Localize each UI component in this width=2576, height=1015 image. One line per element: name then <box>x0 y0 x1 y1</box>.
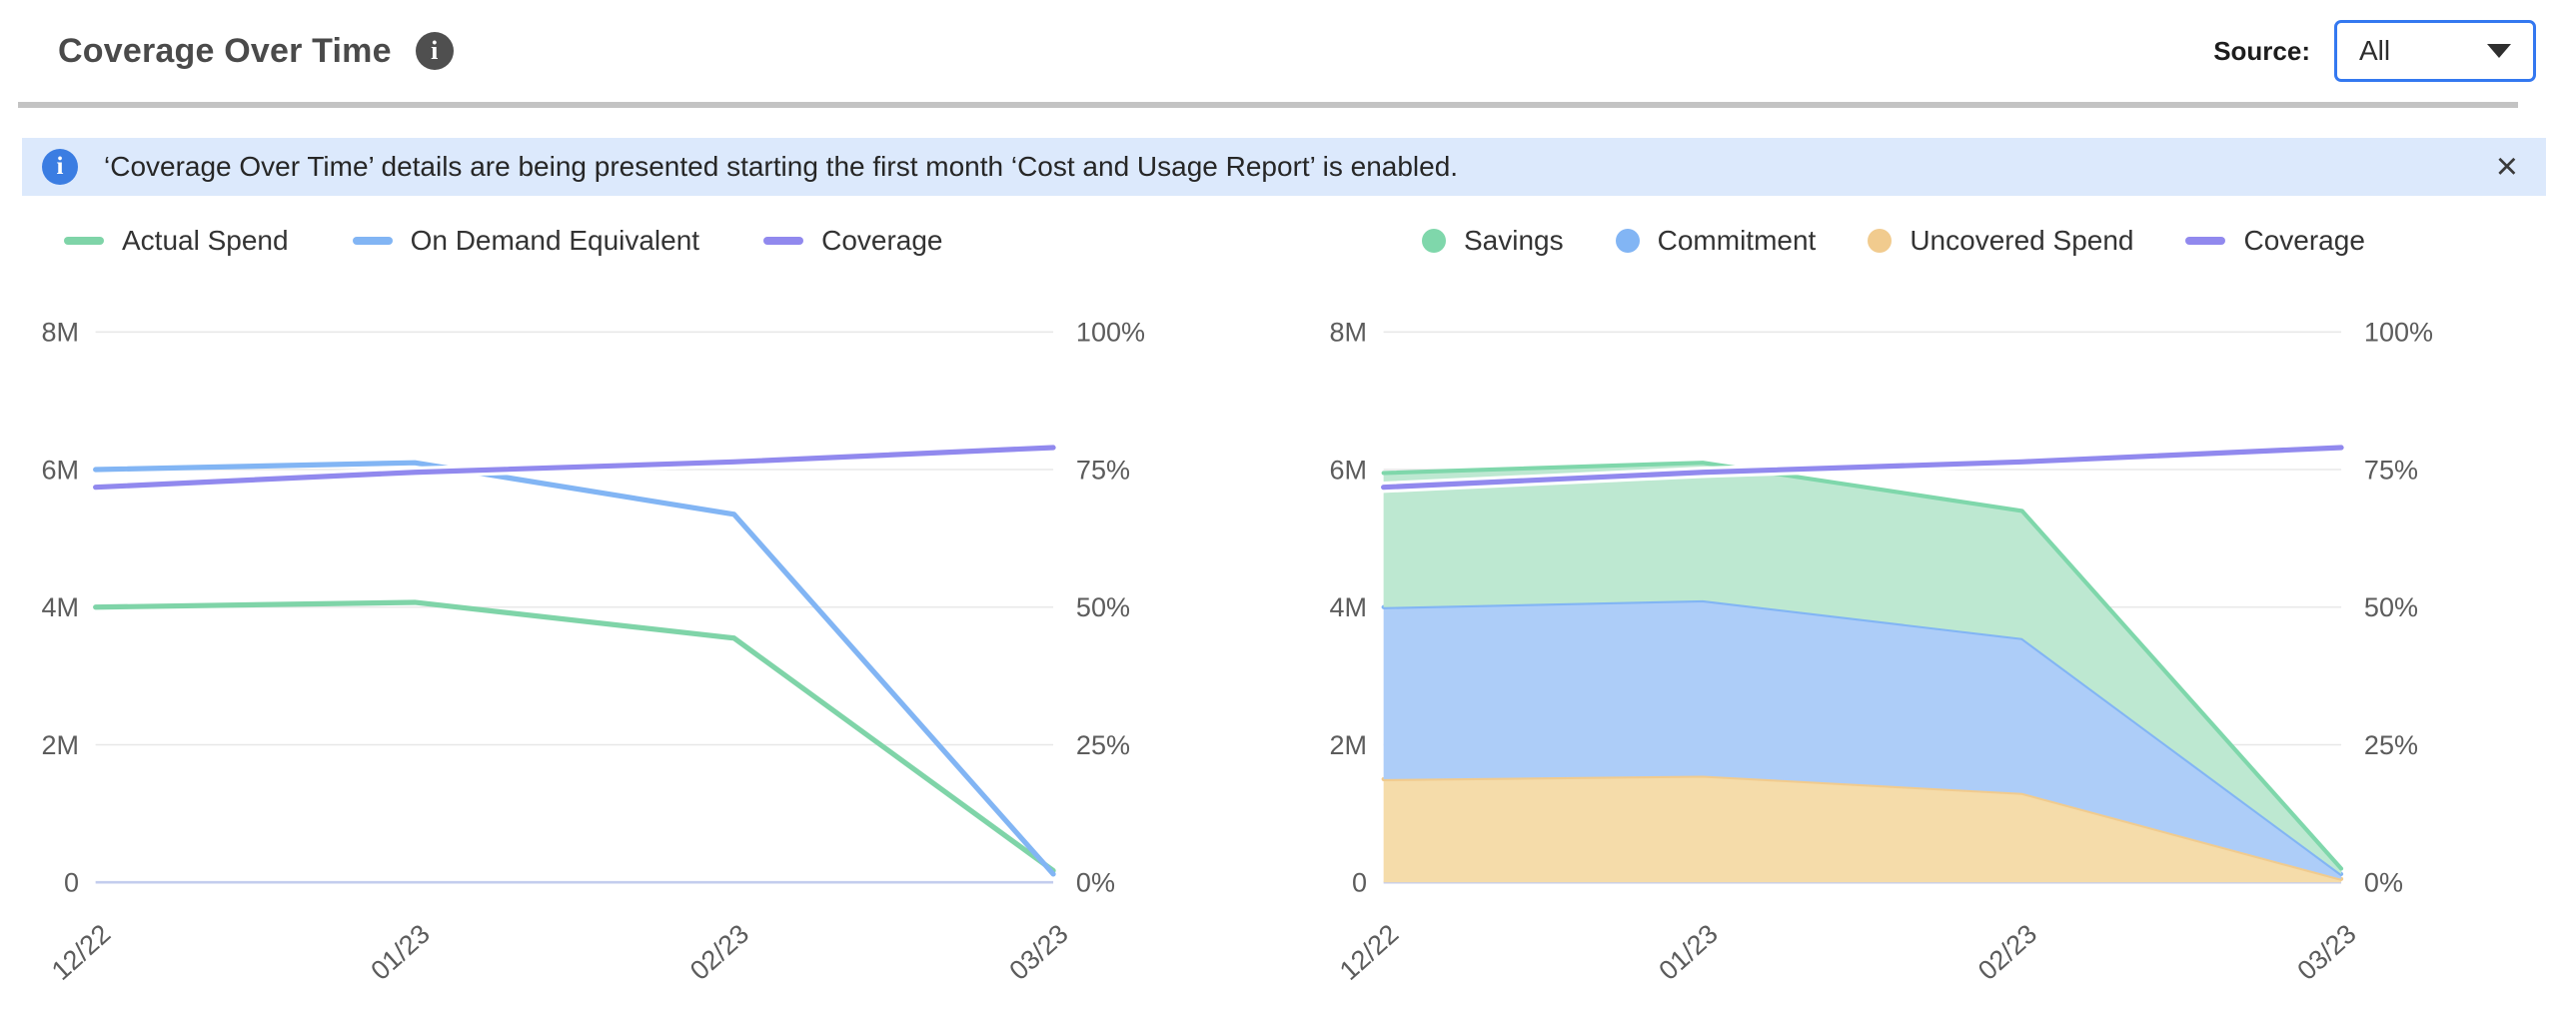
page-title: Coverage Over Time <box>58 31 392 70</box>
coverage-area-chart: Savings Commitment Uncovered Spend Coverage… <box>1288 210 2576 1005</box>
divider <box>18 102 2518 108</box>
legend-item-coverage[interactable]: Coverage <box>2185 225 2365 257</box>
legend-label: Coverage <box>2243 225 2365 256</box>
legend-label: On Demand Equivalent <box>410 225 700 256</box>
legend-item-on-demand-equivalent[interactable]: On Demand Equivalent <box>352 225 700 257</box>
savings-area-edge <box>1381 461 2344 871</box>
uncovered-spend-legend-marker <box>1868 229 1893 253</box>
actual-spend-legend-marker <box>64 237 104 245</box>
coverage-legend-marker <box>763 237 804 245</box>
x-axis-label: 12/22 <box>46 918 116 986</box>
close-icon[interactable]: × <box>2495 146 2518 188</box>
banner-info-icon: i <box>42 149 78 185</box>
chevron-down-icon <box>2487 44 2511 58</box>
y-axis-left-label: 6M <box>41 455 79 485</box>
y-axis-left-label: 8M <box>1329 318 1367 348</box>
banner-text: ‘Coverage Over Time’ details are being p… <box>104 151 1459 182</box>
legend-item-savings[interactable]: Savings <box>1422 225 1564 257</box>
savings-legend-marker <box>1422 229 1446 253</box>
y-axis-right-label: 50% <box>2364 592 2418 622</box>
y-axis-left-label: 0 <box>64 868 79 898</box>
y-axis-right-label: 100% <box>1076 318 1145 348</box>
uncovered-spend-area <box>1383 775 2342 883</box>
info-icon[interactable]: i <box>415 32 454 70</box>
legend-item-commitment[interactable]: Commitment <box>1615 225 1817 257</box>
y-axis-left-label: 6M <box>1329 455 1367 485</box>
x-axis-label: 03/23 <box>2291 918 2361 986</box>
x-axis-label: 02/23 <box>1972 918 2042 986</box>
actual-spend-line <box>93 599 1056 874</box>
y-axis-right-label: 25% <box>1076 730 1130 760</box>
legend-item-coverage[interactable]: Coverage <box>763 225 943 257</box>
spend-line-chart: Actual Spend On Demand Equivalent Coverage… <box>0 210 1288 1005</box>
y-axis-right-label: 0% <box>2364 868 2403 898</box>
coverage-line <box>93 445 1056 491</box>
x-axis-label: 02/23 <box>684 918 754 986</box>
coverage-legend-marker <box>2185 237 2226 245</box>
legend-label: Actual Spend <box>122 225 289 256</box>
source-dropdown[interactable]: All <box>2334 20 2536 82</box>
panel-header: Coverage Over Time i Source: All <box>0 0 2576 102</box>
savings-area <box>1383 463 2342 874</box>
right-chart-svg: 8M 100% 6M 75% 4M 50% 2M 25% 0 0% 12/22 01/23 02/23 0… <box>1329 318 2433 986</box>
y-axis-right-label: 25% <box>2364 730 2418 760</box>
on-demand-equivalent-line <box>93 460 1056 877</box>
y-axis-left-label: 0 <box>1352 868 1367 898</box>
commitment-area <box>1383 599 2342 879</box>
x-axis-label: 01/23 <box>1653 918 1723 986</box>
y-axis-left-label: 2M <box>41 730 79 760</box>
uncovered-spend-area-edge <box>1381 773 2344 881</box>
legend-label: Coverage <box>821 225 943 256</box>
legend-label: Savings <box>1464 225 1564 256</box>
legend-label: Commitment <box>1657 225 1817 256</box>
x-axis-label: 03/23 <box>1003 918 1073 986</box>
legend-label: Uncovered Spend <box>1910 225 2134 256</box>
coverage-line <box>1381 445 2344 491</box>
charts-row: Actual Spend On Demand Equivalent Coverage… <box>0 210 2576 1005</box>
right-chart-legend: Savings Commitment Uncovered Spend Coverage <box>1288 210 2576 272</box>
x-axis-label: 12/22 <box>1334 918 1404 986</box>
source-dropdown-value: All <box>2359 35 2391 66</box>
y-axis-right-label: 75% <box>2364 455 2418 485</box>
on-demand-equivalent-legend-marker <box>352 237 393 245</box>
y-axis-left-label: 8M <box>41 318 79 348</box>
y-axis-left-label: 4M <box>41 592 79 622</box>
left-chart-legend: Actual Spend On Demand Equivalent Coverage <box>0 210 1288 272</box>
y-axis-right-label: 0% <box>1076 868 1115 898</box>
info-banner: i ‘Coverage Over Time’ details are being… <box>22 138 2546 196</box>
y-axis-left-label: 2M <box>1329 730 1367 760</box>
left-chart-svg: 8M 100% 6M 75% 4M 50% 2M 25% 0 0% 12/22 01/23 02/23 0… <box>41 318 1145 986</box>
legend-item-actual-spend[interactable]: Actual Spend <box>64 225 289 257</box>
source-label: Source: <box>2213 35 2310 66</box>
x-axis-label: 01/23 <box>365 918 435 986</box>
commitment-legend-marker <box>1615 229 1640 253</box>
y-axis-left-label: 4M <box>1329 592 1367 622</box>
legend-item-uncovered-spend[interactable]: Uncovered Spend <box>1868 225 2133 257</box>
y-axis-right-label: 75% <box>1076 455 1130 485</box>
commitment-area-edge <box>1381 597 2344 876</box>
y-axis-right-label: 100% <box>2364 318 2433 348</box>
y-axis-right-label: 50% <box>1076 592 1130 622</box>
